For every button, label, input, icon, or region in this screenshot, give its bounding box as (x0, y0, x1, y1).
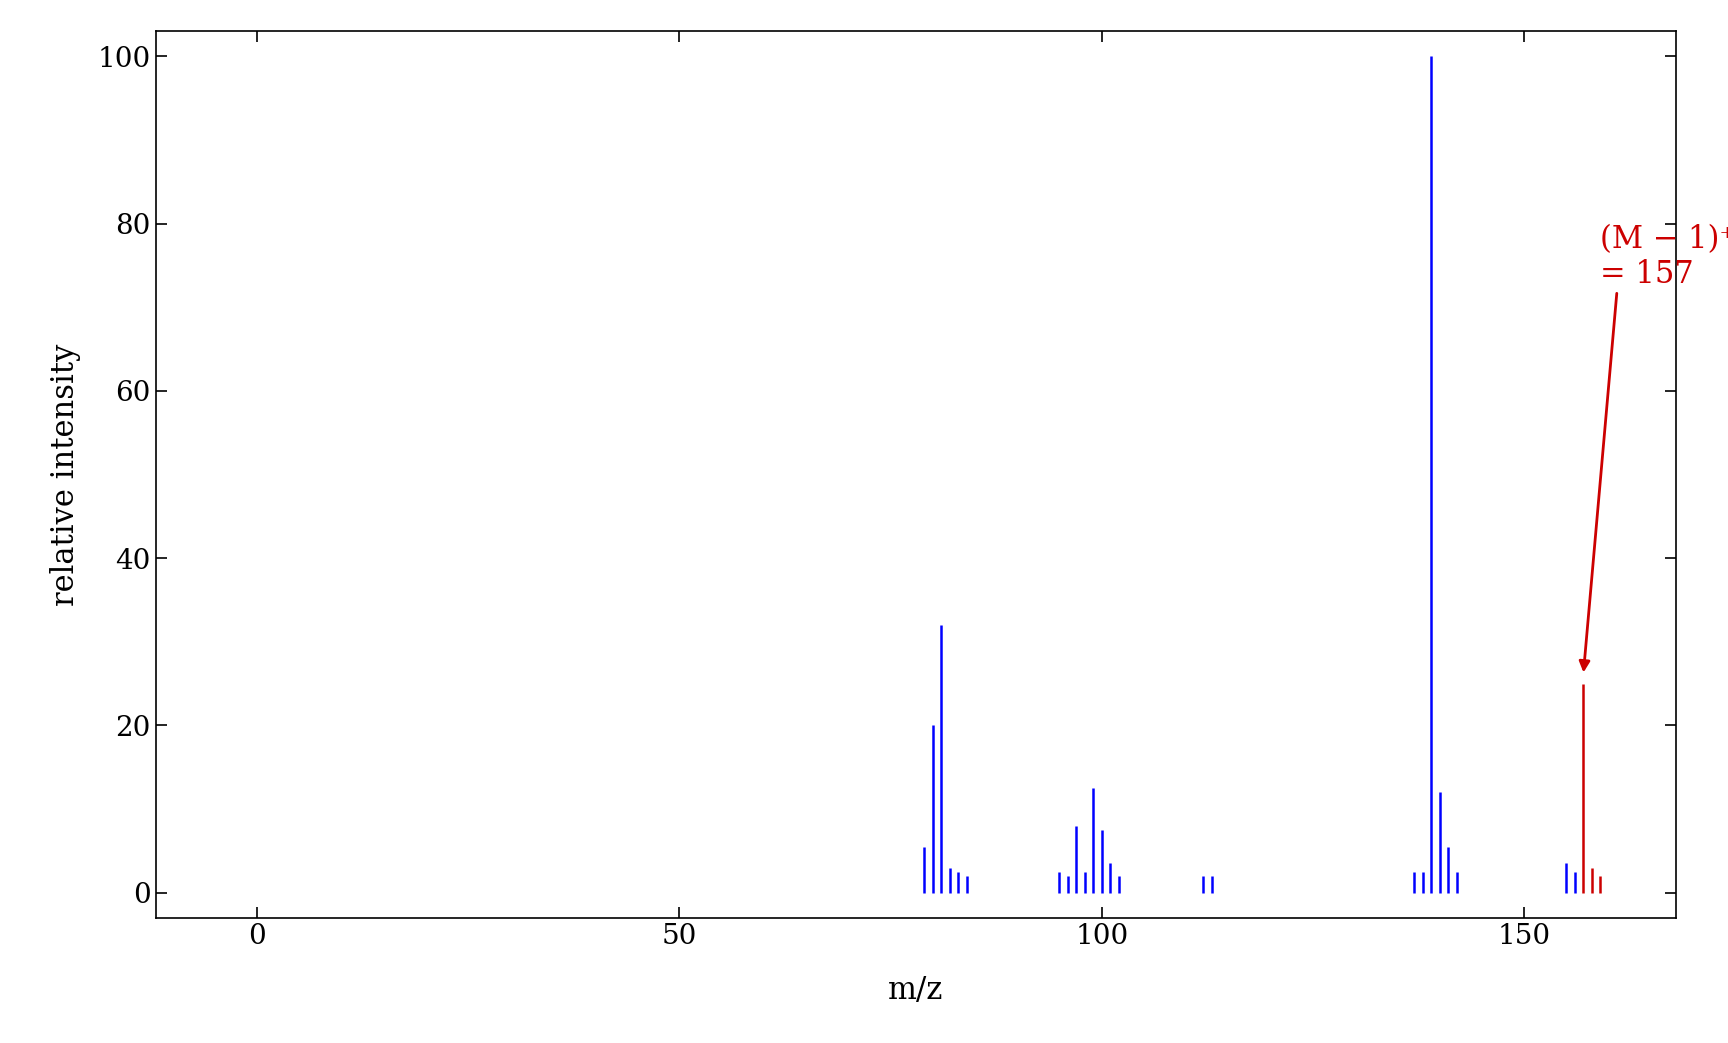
Y-axis label: relative intensity: relative intensity (50, 343, 81, 606)
Text: (M − 1)⁺
= 157: (M − 1)⁺ = 157 (1600, 223, 1728, 290)
X-axis label: m/z: m/z (888, 975, 943, 1005)
